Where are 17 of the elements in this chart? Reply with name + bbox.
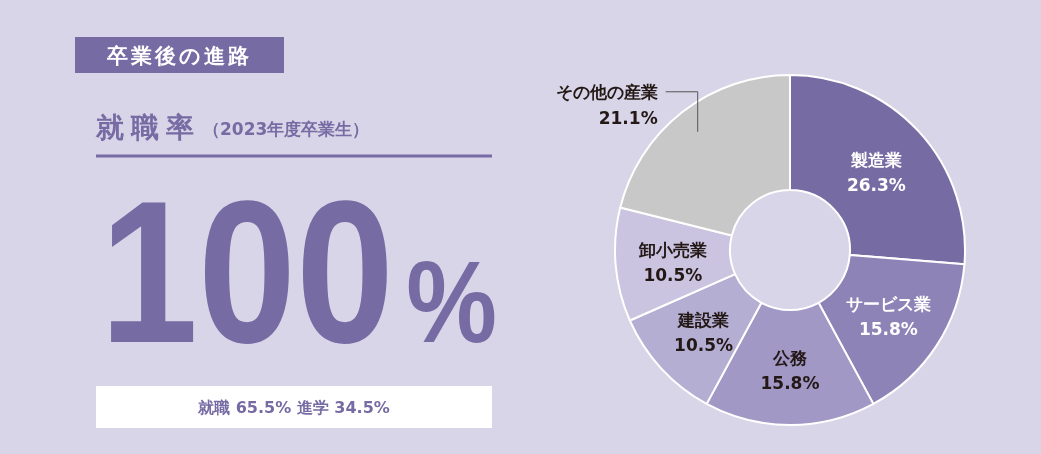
data-label: 21.1% xyxy=(598,107,658,128)
slice-label: 公務 xyxy=(772,347,807,368)
data-label: 26.3% xyxy=(846,175,906,196)
data-label: 10.5% xyxy=(674,334,734,355)
data-label: 15.8% xyxy=(858,319,918,340)
slice-label: サービス業 xyxy=(845,294,931,315)
text: 卒業後の進路 xyxy=(106,44,252,68)
data-label: 15.8% xyxy=(760,372,820,393)
text: 就職 65.5% 進学 34.5% xyxy=(197,398,390,417)
text: 就職率 xyxy=(95,111,201,144)
slice-label: 製造業 xyxy=(849,150,902,171)
data-label: 10.5% xyxy=(643,264,703,285)
slice-label: 建設業 xyxy=(676,309,730,330)
text: （2023年度卒業生） xyxy=(203,119,370,139)
text: 100% xyxy=(100,158,497,385)
slice-label: その他の産業 xyxy=(555,81,658,102)
slice-label: 卸小売業 xyxy=(637,239,707,260)
